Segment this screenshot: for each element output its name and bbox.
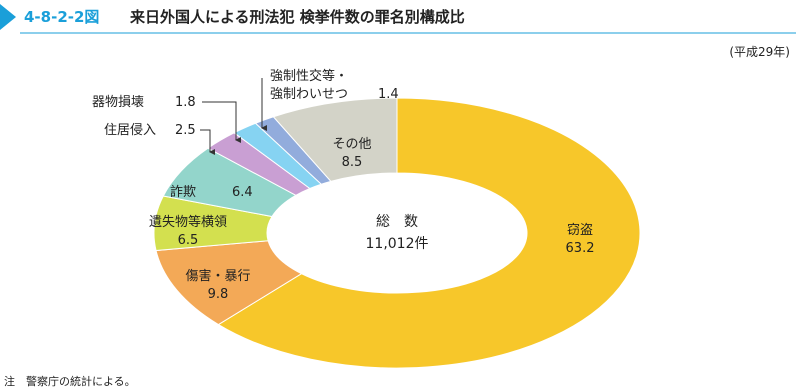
slice-label: 詐欺 — [170, 185, 197, 200]
slice-label: その他 — [332, 137, 372, 152]
leader-line — [202, 101, 241, 143]
donut-slice — [217, 97, 641, 369]
slice-label: 遺失物等横領 — [148, 215, 228, 230]
slice-label: 傷害・暴行 — [185, 269, 251, 284]
center-total: 11,012件 — [366, 236, 429, 252]
figure-number: 4-8-2-2図 — [24, 8, 99, 26]
value-label: 1.8 — [175, 95, 196, 110]
note: 注 警察庁の統計による。 — [4, 374, 136, 388]
title-marker — [0, 4, 16, 30]
value-label: 1.4 — [378, 87, 399, 102]
value-label: 8.5 — [341, 155, 363, 170]
value-label: 2.5 — [175, 123, 196, 138]
slice-label: 強制性交等・ 強制わいせつ — [270, 69, 349, 102]
value-label: 63.2 — [565, 241, 595, 256]
center-label: 総 数 — [376, 214, 418, 230]
value-label: 6.4 — [232, 185, 253, 200]
leader-line — [200, 129, 215, 155]
slice-label: 窃盗 — [566, 223, 594, 238]
slice-label: 住居侵入 — [104, 123, 157, 138]
value-label: 9.8 — [207, 287, 229, 302]
subtitle: (平成29年) — [729, 45, 790, 59]
slice-label: 器物損壊 — [92, 95, 145, 110]
chart-title: 来日外国人による刑法犯 検挙件数の罪名別構成比 — [129, 8, 465, 26]
value-label: 6.5 — [177, 233, 199, 248]
donut-slice — [272, 97, 398, 182]
